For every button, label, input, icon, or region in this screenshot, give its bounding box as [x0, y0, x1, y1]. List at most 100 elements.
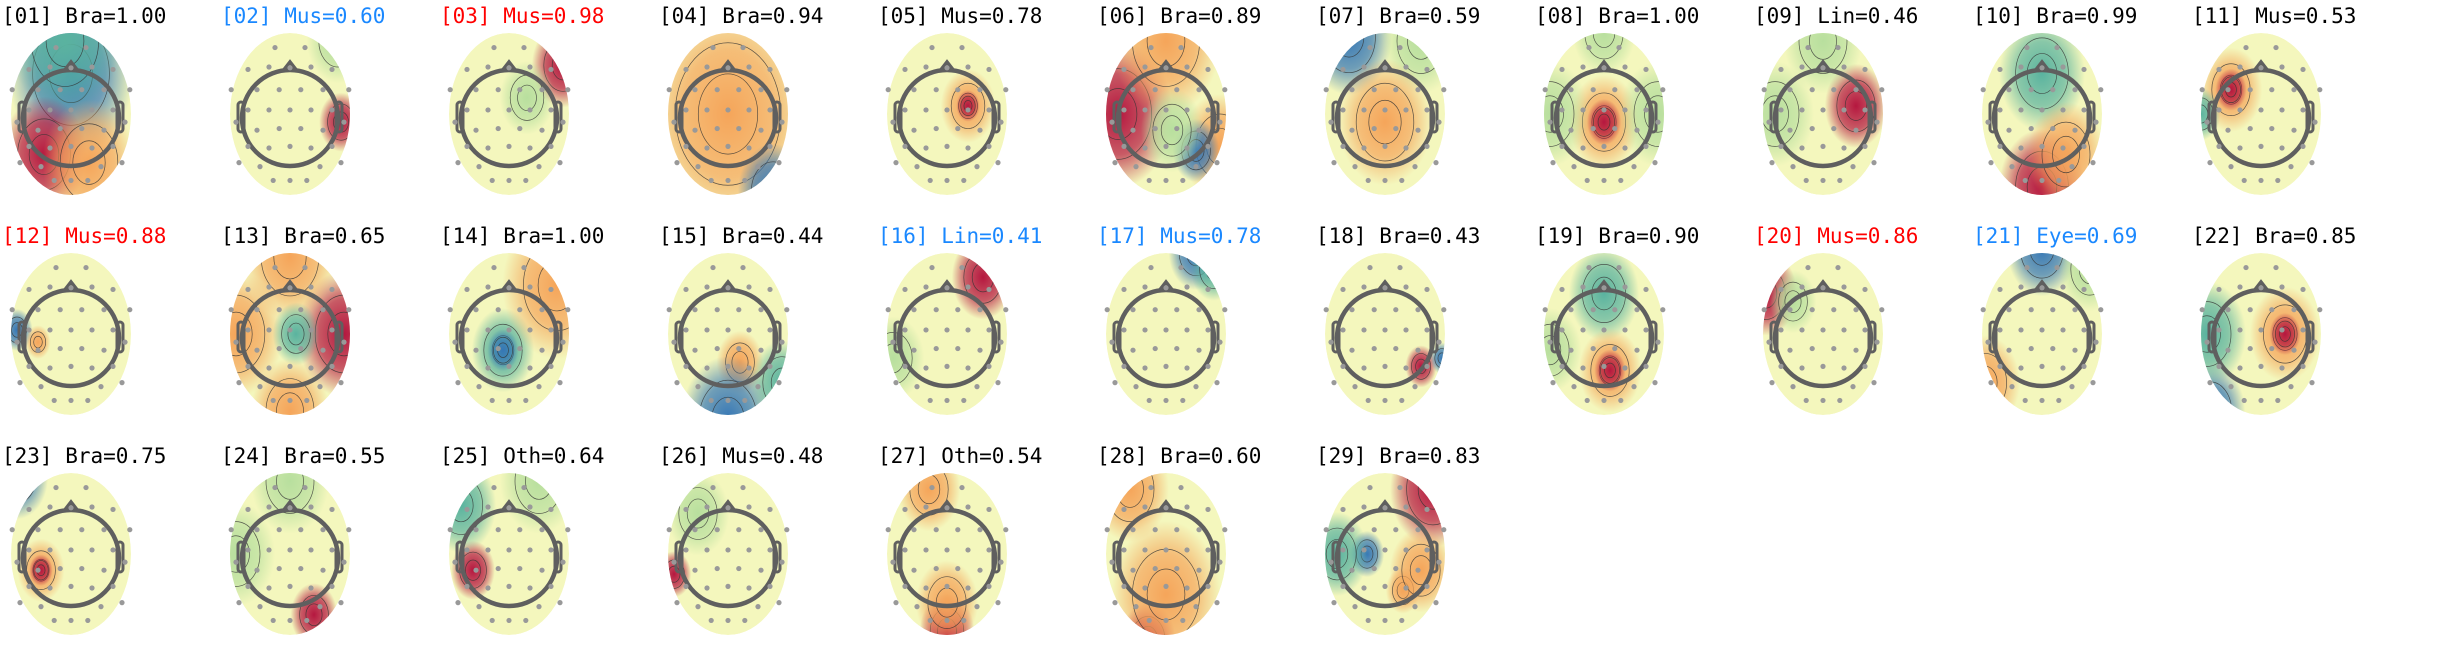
electrode-dot [560, 119, 566, 125]
electrode-dot [1399, 617, 1405, 624]
component-class-score: Oth=0.54 [941, 444, 1043, 468]
electrode-dot [26, 107, 32, 113]
component-class-score: Lin=0.41 [941, 224, 1043, 248]
electrode-dot [485, 64, 491, 70]
electrode-dot [1403, 64, 1409, 70]
electrode-dot [276, 87, 282, 93]
component-index: [21] [1973, 224, 2024, 248]
electrode-dot [965, 107, 971, 113]
electrode-dot [2199, 307, 2205, 313]
electrode-dot [2060, 107, 2066, 113]
nose-icon [1814, 59, 1832, 73]
component-topomap: [15] Bra=0.44 [659, 222, 878, 442]
electrode-dot [1340, 327, 1346, 333]
electrode-dot [1571, 164, 1577, 170]
electrode-dot [1831, 87, 1837, 93]
left-ear-icon [1769, 100, 1779, 134]
electrode-dot [287, 327, 293, 333]
electrode-dot [1580, 107, 1586, 113]
electrode-dot [1361, 504, 1367, 510]
electrode-dot [548, 583, 554, 589]
electrode-dot [539, 567, 545, 573]
electrode-dot [79, 307, 85, 313]
contour-line [1106, 473, 1155, 522]
electrode-dot [911, 527, 917, 533]
electrode-dot [89, 107, 95, 113]
electrode-dot [287, 177, 293, 184]
topomap-plot [1323, 253, 1447, 415]
electrode-dot [308, 64, 314, 70]
electrode-dot [914, 164, 920, 170]
contour-line [950, 82, 986, 129]
electrode-dot [1571, 384, 1577, 390]
electrode-dot [14, 559, 20, 565]
nose-icon [2252, 59, 2270, 73]
electrode-dot [298, 125, 304, 132]
electrode-dot [1612, 125, 1618, 132]
electrode-dot [986, 143, 992, 149]
component-topomap: [22] Bra=0.85 [2192, 222, 2411, 442]
electrode-dot [986, 506, 992, 513]
component-label: [10] Bra=0.99 [1973, 2, 2137, 30]
right-ear-icon [115, 540, 125, 574]
electrode-dot [746, 107, 752, 113]
electrode-dot [53, 44, 59, 51]
electrode-dot [1152, 125, 1158, 132]
electrode-dot [110, 143, 116, 149]
electrode-dot [1862, 143, 1868, 149]
electrode-dot [1559, 286, 1565, 293]
electrode-dot [1799, 107, 1805, 113]
electrode-dot [2216, 327, 2222, 333]
electrode-dot [341, 559, 347, 565]
component-index: [27] [878, 444, 929, 468]
electrode-dot [1133, 604, 1139, 610]
electrode-dot [1163, 397, 1169, 404]
electrode-dot [746, 284, 752, 290]
electrode-dot [1146, 397, 1152, 404]
electrode-dot [927, 617, 933, 624]
electrode-dot [671, 119, 677, 125]
component-class-score: Bra=0.99 [2036, 4, 2138, 28]
component-label: [20] Mus=0.86 [1754, 222, 1918, 250]
electrode-dot [9, 307, 15, 313]
electrode-dot [565, 87, 571, 93]
electrode-dot [1778, 143, 1784, 149]
electrode-dot [714, 565, 720, 572]
electrode-dot [885, 307, 891, 313]
electrode-dot [1193, 604, 1199, 610]
electrode-dot [38, 384, 44, 390]
electrode-dot [506, 107, 512, 113]
electrode-dot [2039, 143, 2045, 149]
electrode-dot [1104, 87, 1110, 93]
component-index: [11] [2192, 4, 2243, 28]
electrode-dot [965, 365, 971, 371]
electrode-dot [2300, 327, 2306, 333]
electrode-dot [1403, 107, 1409, 113]
right-ear-icon [553, 100, 563, 134]
electrode-dot [85, 397, 91, 404]
electrode-dot [776, 160, 782, 166]
component-index: [24] [221, 444, 272, 468]
electrode-dot [98, 164, 104, 170]
electrode-dot [1835, 264, 1841, 271]
left-ear-icon [1550, 100, 1560, 134]
electrode-dot [1130, 527, 1136, 533]
activation-blob [956, 90, 980, 122]
electrode-dot [464, 327, 470, 333]
electrode-dot [1382, 397, 1388, 404]
electrode-dot [2216, 363, 2222, 369]
electrode-dot [2069, 164, 2075, 170]
electrode-dot [51, 617, 57, 624]
electrode-dot [79, 125, 85, 132]
electrode-dot [26, 327, 32, 333]
electrode-dot [1382, 583, 1388, 589]
electrode-dot [495, 125, 501, 132]
electrode-dot [495, 527, 501, 533]
electrode-dot [1361, 585, 1367, 591]
component-class-score: Bra=0.44 [722, 224, 824, 248]
electrode-dot [548, 506, 554, 513]
electrode-dot [506, 505, 512, 511]
electrode-dot [1590, 307, 1596, 313]
contour-line [2052, 135, 2080, 174]
component-label: [27] Oth=0.54 [878, 442, 1042, 470]
